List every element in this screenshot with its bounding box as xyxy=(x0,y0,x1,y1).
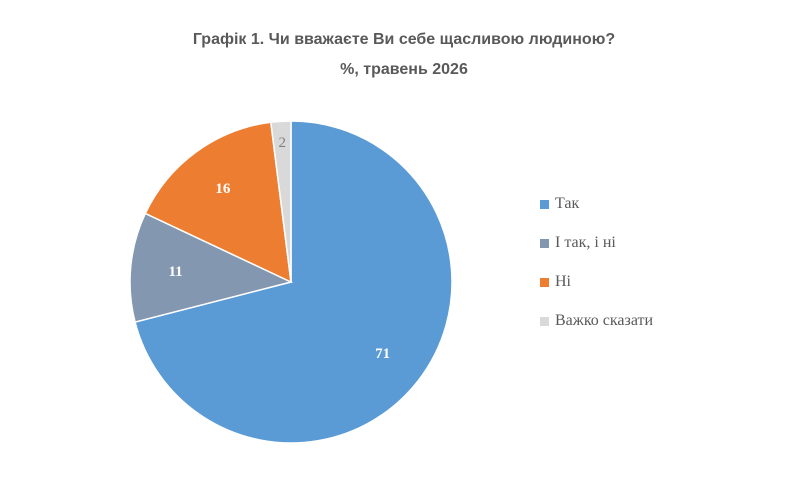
pie-slice-3 xyxy=(144,121,292,284)
legend-swatch xyxy=(540,277,549,287)
pie-slice-4 xyxy=(269,120,292,283)
legend-label: Важко сказати xyxy=(555,312,654,329)
data-label-2: 11 xyxy=(169,264,183,280)
legend-label: І так, і ні xyxy=(555,234,616,251)
pie-slice-1 xyxy=(134,120,453,444)
legend-item-2: І так, і ні xyxy=(540,234,616,252)
legend-label: Так xyxy=(555,195,580,212)
pie-slices xyxy=(129,120,453,444)
data-label-4: 2 xyxy=(278,135,286,151)
data-label-3: 16 xyxy=(215,181,231,197)
legend-swatch xyxy=(540,199,549,209)
chart-title: Графік 1. Чи вважаєте Ви себе щасливою л… xyxy=(192,31,616,48)
pie-slice-2 xyxy=(129,212,294,323)
legend-swatch xyxy=(540,238,549,248)
data-label-1: 71 xyxy=(375,346,390,362)
legend-item-3: Ні xyxy=(540,273,571,291)
pie-data-labels: 71 11 16 2 xyxy=(169,135,391,362)
legend-swatch xyxy=(540,316,549,326)
legend-label: Ні xyxy=(555,273,571,290)
chart-subtitle: %, травень 2026 xyxy=(340,61,468,78)
legend-item-4: Важко сказати xyxy=(540,312,653,330)
legend-item-1: Так xyxy=(540,195,579,213)
